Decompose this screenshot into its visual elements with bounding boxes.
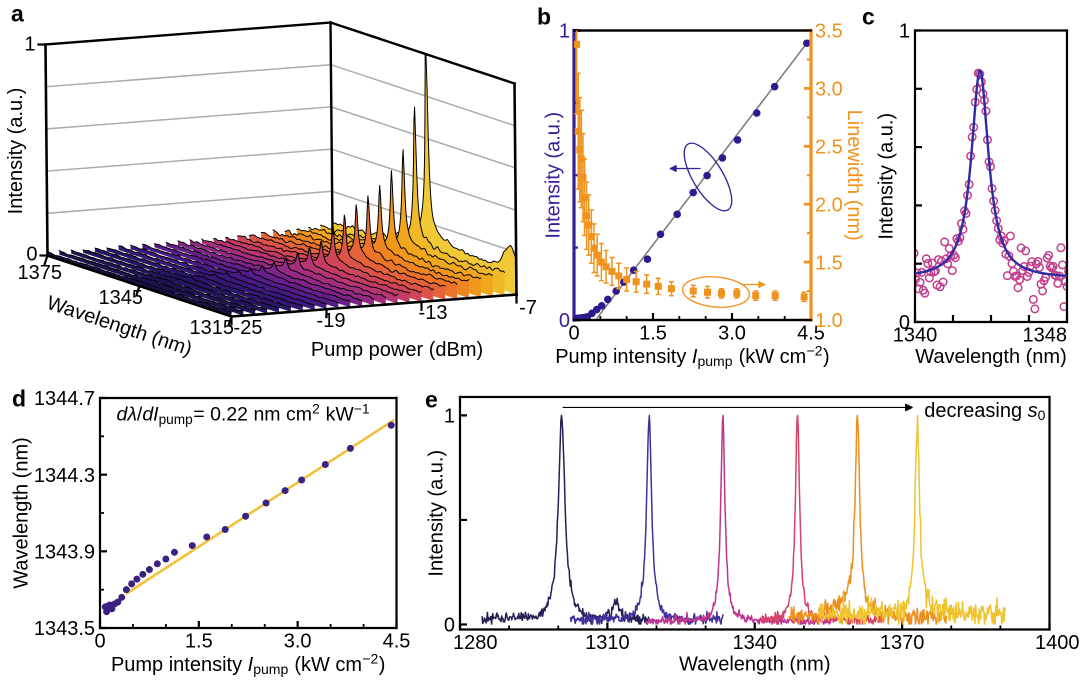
svg-text:c: c xyxy=(862,4,875,30)
svg-text:Intensity (a.u.): Intensity (a.u.) xyxy=(543,112,565,239)
svg-text:3.5: 3.5 xyxy=(815,21,843,43)
svg-text:0: 0 xyxy=(26,244,37,266)
svg-text:3.0: 3.0 xyxy=(815,79,843,101)
svg-text:0: 0 xyxy=(444,615,455,637)
svg-text:1375: 1375 xyxy=(18,262,63,284)
svg-text:1.5: 1.5 xyxy=(639,322,667,344)
svg-text:1348: 1348 xyxy=(1023,324,1068,346)
svg-text:Pump power (dBm): Pump power (dBm) xyxy=(311,339,483,361)
svg-text:0: 0 xyxy=(899,312,910,334)
svg-text:1: 1 xyxy=(559,21,570,43)
svg-text:1.5: 1.5 xyxy=(185,630,213,652)
svg-text:Linewidth (nm): Linewidth (nm) xyxy=(843,110,865,241)
svg-text:-7: -7 xyxy=(519,297,537,319)
svg-text:0: 0 xyxy=(568,322,579,344)
svg-text:-25: -25 xyxy=(234,317,263,339)
svg-text:0: 0 xyxy=(559,310,570,332)
svg-text:1344.3: 1344.3 xyxy=(34,465,95,487)
svg-text:b: b xyxy=(537,4,551,30)
svg-text:1.5: 1.5 xyxy=(815,252,843,274)
svg-text:2.5: 2.5 xyxy=(815,137,843,159)
svg-text:Wavelength (nm): Wavelength (nm) xyxy=(915,346,1067,368)
svg-text:0: 0 xyxy=(94,630,105,652)
svg-text:-13: -13 xyxy=(419,302,448,324)
svg-text:1340: 1340 xyxy=(733,632,778,654)
svg-text:1370: 1370 xyxy=(880,632,925,654)
svg-text:1343.9: 1343.9 xyxy=(34,542,95,564)
svg-text:1345: 1345 xyxy=(99,287,144,309)
svg-text:1: 1 xyxy=(24,34,35,56)
svg-text:1344.7: 1344.7 xyxy=(34,388,95,410)
svg-text:4.5: 4.5 xyxy=(797,322,825,344)
svg-text:P u m p: P u m p i n t e n s i t y ( k W c m ) xyxy=(555,343,834,371)
svg-text:Wavelength (nm): Wavelength (nm) xyxy=(679,654,831,676)
svg-text:1400: 1400 xyxy=(1035,632,1080,654)
svg-text:1315: 1315 xyxy=(190,317,235,339)
svg-text:e: e xyxy=(425,387,438,413)
svg-text:-19: -19 xyxy=(317,310,346,332)
svg-text:3.0: 3.0 xyxy=(284,630,312,652)
svg-text:Wavelength (nm): Wavelength (nm) xyxy=(11,437,33,589)
svg-text:1340: 1340 xyxy=(893,324,938,346)
svg-text:d λ d I: d λ d I / = 0 . 2 2 n m c m k W p u m p … xyxy=(116,400,369,428)
svg-text:1310: 1310 xyxy=(585,632,630,654)
svg-text:d e c r: d e c r e a s i n g s 0 xyxy=(924,400,1045,423)
svg-text:1: 1 xyxy=(899,21,910,43)
svg-text:1343.5: 1343.5 xyxy=(34,618,95,640)
svg-text:3.0: 3.0 xyxy=(718,322,746,344)
svg-text:Intensity (a.u.): Intensity (a.u.) xyxy=(876,113,898,240)
svg-text:Intensity (a.u.): Intensity (a.u.) xyxy=(5,88,27,215)
svg-text:a: a xyxy=(11,1,24,27)
svg-text:1: 1 xyxy=(444,406,455,428)
svg-text:1280: 1280 xyxy=(453,632,498,654)
svg-text:2.0: 2.0 xyxy=(815,194,843,216)
svg-text:1.0: 1.0 xyxy=(815,310,843,332)
svg-text:4.5: 4.5 xyxy=(383,630,411,652)
svg-text:Intensity (a.u.): Intensity (a.u.) xyxy=(426,450,448,577)
svg-text:d: d xyxy=(12,386,26,412)
svg-text:P u m p: P u m p i n t e n s i t y ( k W c m ) xyxy=(111,651,390,679)
